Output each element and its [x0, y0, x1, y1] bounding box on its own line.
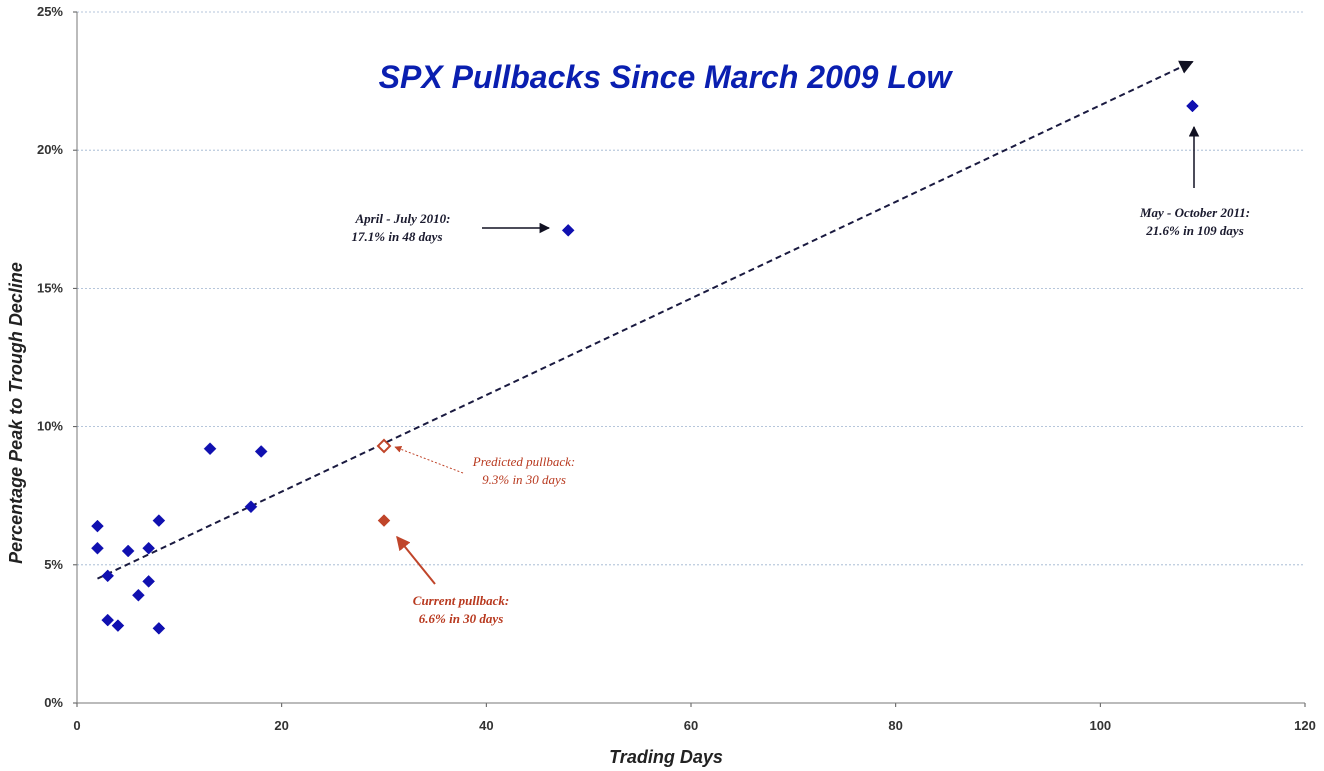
annotation-current-pullback: Current pullback: 6.6% in 30 days — [396, 535, 509, 626]
data-point — [121, 544, 135, 558]
axes — [73, 11, 1306, 707]
data-point — [561, 224, 575, 237]
gridlines — [77, 11, 1305, 566]
y-tick-label: 20% — [37, 142, 63, 157]
data-point — [132, 588, 145, 602]
chart-title: SPX Pullbacks Since March 2009 Low — [379, 59, 954, 95]
data-point — [203, 442, 217, 456]
y-tick-label: 0% — [44, 695, 63, 710]
data-point — [1186, 99, 1199, 113]
annotation-line: Current pullback: — [413, 593, 509, 608]
x-tick-label: 80 — [888, 718, 902, 733]
data-point — [244, 500, 258, 514]
annotation-line: 17.1% in 48 days — [352, 229, 443, 244]
annotation-predicted-pullback: Predicted pullback: 9.3% in 30 days — [394, 445, 575, 487]
annotation-line: Predicted pullback: — [472, 454, 575, 469]
data-point — [152, 622, 166, 635]
data-point — [142, 575, 155, 588]
data-point — [91, 519, 104, 533]
data-points — [91, 99, 1199, 635]
data-point — [111, 619, 125, 632]
trendline-path — [97, 60, 1194, 580]
data-point — [377, 514, 391, 527]
data-point — [101, 613, 115, 627]
y-tick-label: 15% — [37, 280, 63, 295]
predicted-point — [376, 438, 392, 454]
data-point — [152, 514, 166, 527]
y-axis-title: Percentage Peak to Trough Decline — [6, 262, 26, 564]
x-tick-label: 100 — [1089, 718, 1111, 733]
annotation-line: April - July 2010: — [355, 211, 451, 226]
annotation-line: 21.6% in 109 days — [1145, 223, 1244, 238]
y-tick-label: 5% — [44, 557, 63, 572]
x-tick-label: 20 — [274, 718, 288, 733]
data-point — [91, 541, 104, 555]
annotation-may-october-2011: May - October 2011: 21.6% in 109 days — [1139, 125, 1250, 238]
data-point — [254, 445, 268, 458]
trendline — [97, 60, 1194, 580]
annotation-line: 6.6% in 30 days — [419, 611, 504, 626]
annotation-april-july-2010: April - July 2010: 17.1% in 48 days — [352, 211, 551, 244]
x-tick-label: 120 — [1294, 718, 1316, 733]
annotation-line: May - October 2011: — [1139, 205, 1250, 220]
annotation-arrow — [394, 445, 464, 474]
data-point — [101, 569, 115, 583]
x-tick-label: 60 — [684, 718, 698, 733]
x-tick-label: 0 — [73, 718, 80, 733]
x-axis-title: Trading Days — [609, 747, 723, 767]
annotation-arrow — [396, 535, 436, 585]
x-tick-label: 40 — [479, 718, 493, 733]
x-tick-labels: 0 20 40 60 80 100 120 — [73, 718, 1315, 733]
y-tick-label: 25% — [37, 4, 63, 19]
annotation-line: 9.3% in 30 days — [482, 472, 566, 487]
data-point — [142, 541, 155, 555]
y-tick-labels: 0% 5% 10% 15% 20% 25% — [37, 4, 63, 710]
y-tick-label: 10% — [37, 419, 63, 434]
